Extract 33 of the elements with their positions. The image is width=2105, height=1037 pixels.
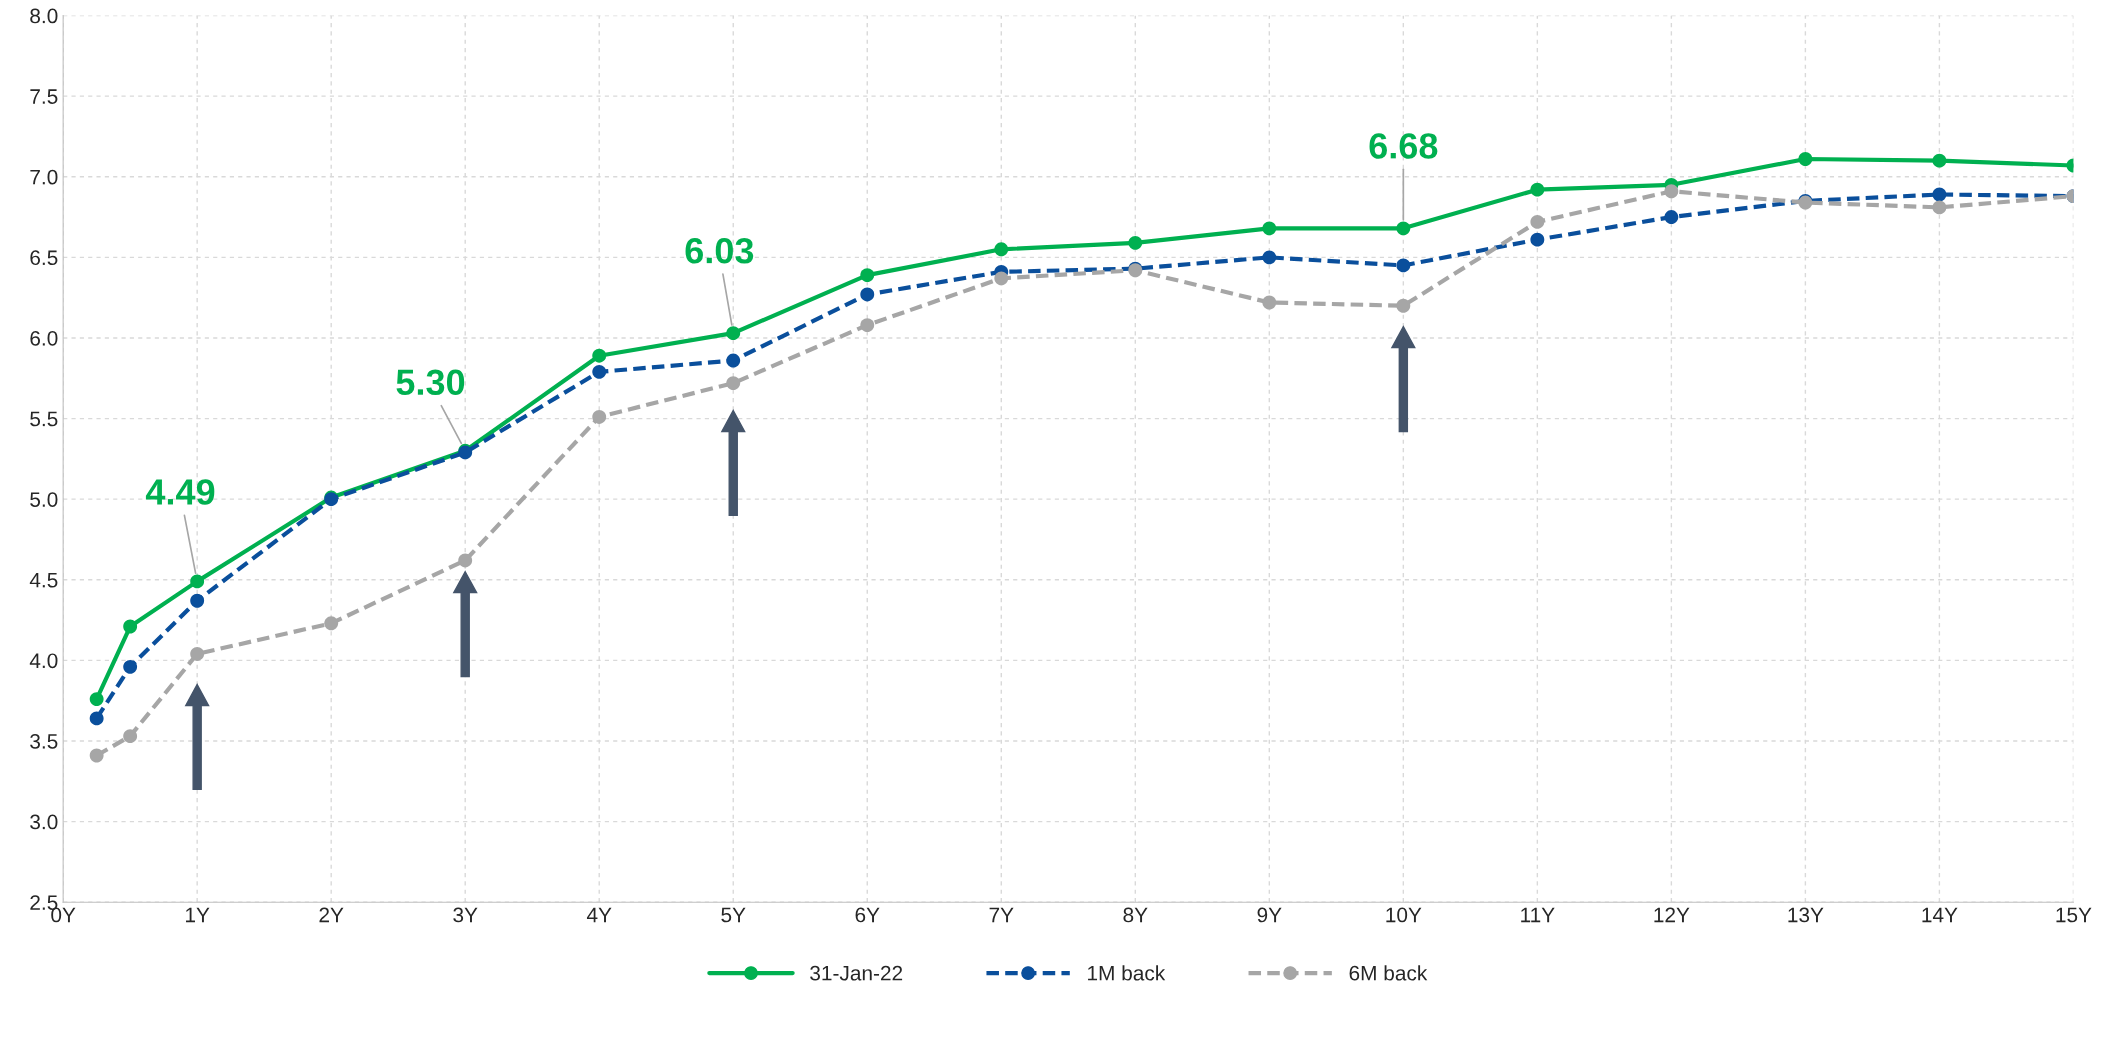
x-tick-label: 7Y — [989, 907, 1014, 923]
y-tick-label: 6.0 — [30, 330, 58, 346]
x-tick-label: 10Y — [1386, 907, 1422, 923]
y-tick-label: 5.5 — [30, 411, 58, 427]
x-tick-label: 9Y — [1257, 907, 1282, 923]
annotation: 5.30 — [396, 369, 465, 396]
y-tick-label: 4.0 — [29, 653, 58, 669]
annotation: 6.68 — [1369, 133, 1438, 159]
annotation: 4.49 — [145, 479, 215, 505]
x-tick-label: 3Y — [453, 907, 478, 923]
x-tick-label: 6Y — [855, 907, 880, 923]
x-tick-label: 12Y — [1654, 907, 1690, 923]
x-tick-label: 2Y — [319, 907, 344, 923]
legend-label: 31-Jan-22 — [810, 965, 903, 981]
y-tick-label: 8.0 — [30, 8, 58, 24]
y-tick-label: 6.5 — [30, 250, 58, 266]
y-tick-label: 3.0 — [30, 814, 58, 830]
y-tick-label: 7.5 — [30, 89, 58, 104]
y-tick-label: 4.5 — [29, 572, 58, 588]
x-tick-label: 14Y — [1922, 907, 1958, 923]
y-tick-label: 3.5 — [30, 733, 58, 749]
x-tick-label: 1Y — [186, 907, 210, 923]
x-tick-label: 13Y — [1788, 907, 1824, 923]
y-tick-label: 7.0 — [30, 169, 58, 185]
x-tick-label: 11Y — [1521, 907, 1555, 923]
legend-label: 1M back — [1088, 965, 1166, 981]
annotation: 6.03 — [685, 237, 754, 264]
y-tick-label: 5.0 — [30, 492, 58, 507]
legend-label: 6M back — [1349, 965, 1428, 981]
x-tick-label: 15Y — [2056, 907, 2092, 923]
x-tick-label: 4Y — [586, 907, 612, 923]
x-tick-label: 5Y — [721, 907, 746, 923]
x-tick-label: 8Y — [1123, 907, 1148, 923]
